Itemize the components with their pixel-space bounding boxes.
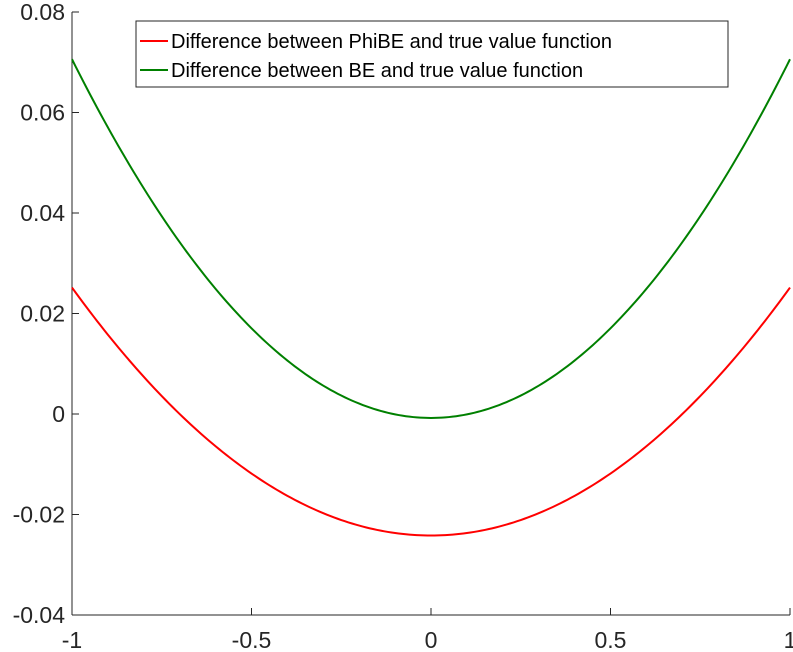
y-tick-label: -0.04 [13, 602, 66, 628]
x-tick-label: -1 [62, 627, 82, 652]
series-line-phibe [71, 286, 791, 537]
legend-box [135, 20, 729, 88]
x-tick-label: 1 [784, 627, 793, 652]
legend-entry: Difference between PhiBE and true value … [171, 31, 612, 53]
x-tick-label: -0.5 [232, 627, 272, 652]
x-tick-label: 0.5 [595, 627, 627, 652]
legend: Difference between PhiBE and true value … [135, 20, 729, 88]
y-tick-label: -0.02 [13, 502, 65, 528]
y-tick-label: 0 [52, 401, 65, 427]
x-tick-label: 0 [425, 627, 438, 652]
y-tick-label: 0.06 [20, 100, 65, 126]
axes: -1 -0.5 0 0.5 1 -0.04 -0.02 0 0.02 0.04 0.06 0.08 [13, 0, 793, 652]
series-line-be [71, 58, 791, 419]
series-group [71, 58, 791, 537]
y-tick-label: 0.08 [20, 0, 65, 25]
y-tick-label: 0.04 [20, 200, 65, 226]
legend-entry: Difference between BE and true value fun… [171, 60, 583, 82]
y-tick-label: 0.02 [20, 301, 65, 327]
